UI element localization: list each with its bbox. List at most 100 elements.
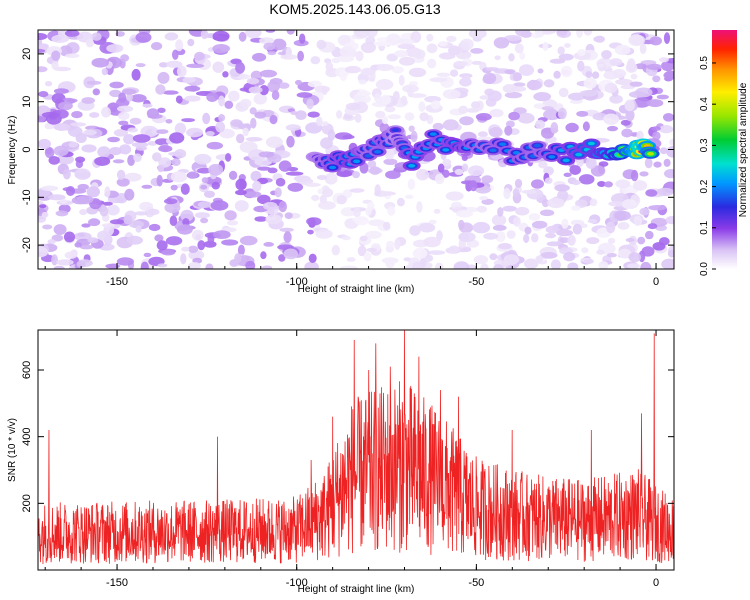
heatmap-cell [470, 48, 484, 54]
snr-x-axis-label: Height of straight line (km) [298, 584, 415, 595]
heatmap-cell [606, 221, 616, 234]
heatmap-cell [47, 239, 56, 245]
heatmap-cell [504, 69, 515, 75]
heatmap-cell [237, 73, 251, 80]
heatmap-cell [354, 216, 369, 226]
heatmap-cell [194, 51, 205, 61]
heatmap-cell [521, 189, 537, 194]
heatmap-cell [575, 199, 588, 208]
heatmap-cell [143, 252, 152, 258]
heatmap-cell [41, 111, 60, 118]
heatmap-cell [132, 134, 151, 143]
heatmap-cell [42, 224, 53, 230]
snr-plot-area [38, 330, 674, 570]
heatmap-cell [493, 264, 504, 269]
heatmap-cell [358, 79, 367, 85]
heatmap-cell [514, 178, 523, 188]
heatmap-cell [205, 131, 215, 137]
heatmap-cell [633, 215, 643, 227]
heatmap-cell [653, 161, 662, 168]
heatmap-cell [285, 124, 301, 131]
heatmap-cell [524, 258, 539, 269]
heatmap-cell [603, 113, 619, 125]
heatmap-cell [253, 93, 268, 105]
heatmap-cell [558, 87, 569, 98]
heatmap-cell [101, 106, 111, 118]
heatmap-cell [608, 201, 626, 207]
heatmap-cell [225, 153, 232, 162]
heatmap-cell [157, 164, 165, 173]
heatmap-cell [669, 138, 674, 146]
heatmap-cell [148, 223, 161, 232]
heatmap-cell [477, 131, 488, 138]
heatmap-cell [656, 94, 669, 100]
heatmap-cell [515, 30, 531, 37]
heatmap-cell [633, 180, 648, 191]
heatmap-cell [123, 214, 133, 225]
heatmap-cell [295, 110, 307, 120]
x-tick-label: 0 [653, 276, 659, 288]
heatmap-cell [489, 108, 504, 118]
heatmap-cell [76, 260, 86, 268]
heatmap-cell [224, 100, 234, 110]
heatmap-cell [59, 199, 68, 204]
colorbar-tick-label: 0.3 [699, 138, 710, 152]
heatmap-cell [634, 63, 647, 70]
heatmap-cell [141, 184, 153, 189]
heatmap-cell [83, 129, 97, 136]
heatmap-cell [123, 134, 135, 145]
heatmap-cell [376, 64, 394, 71]
heatmap-cell [356, 90, 371, 97]
heatmap-cell [154, 234, 164, 242]
heatmap-cell [666, 146, 674, 158]
heatmap-cell [493, 37, 510, 49]
x-tick-label: -50 [468, 276, 484, 288]
heatmap-cell [38, 66, 48, 73]
heatmap-cell [581, 247, 589, 254]
heatmap-cell [269, 114, 278, 125]
heatmap-cell [234, 253, 242, 264]
heatmap-cell [310, 56, 321, 65]
heatmap-x-ticks: -150 -100 -50 0 [44, 30, 659, 288]
heatmap-cell [617, 222, 630, 230]
heatmap-cell [628, 252, 642, 263]
heatmap-cell [468, 30, 487, 39]
heatmap-cell [446, 35, 457, 43]
heatmap-y-axis-label: Frequency (Hz) [7, 116, 18, 185]
heatmap-cell [38, 33, 48, 40]
heatmap-cell [502, 205, 517, 212]
heatmap-cell [99, 206, 109, 217]
heatmap-cell [210, 200, 229, 211]
heatmap-cell [192, 229, 204, 241]
heatmap-cell [512, 72, 522, 82]
heatmap-cell [85, 38, 94, 48]
heatmap-cell [187, 38, 195, 47]
heatmap-cell [101, 68, 108, 76]
heatmap-cell [472, 221, 491, 234]
heatmap-cell [158, 145, 173, 153]
x-tick-label: -100 [286, 577, 308, 589]
heatmap-cell [557, 46, 565, 55]
heatmap-cell [663, 32, 671, 44]
heatmap-cell [147, 113, 163, 119]
heatmap-cell [664, 169, 674, 179]
heatmap-cell [112, 159, 125, 164]
heatmap-cell [537, 68, 544, 74]
heatmap-cell [648, 205, 666, 211]
heatmap-cell [434, 262, 444, 269]
heatmap-cell [224, 210, 237, 221]
heatmap-cell [392, 91, 400, 102]
heatmap-cell [53, 224, 67, 235]
heatmap-cell [428, 250, 446, 256]
heatmap-cell [74, 168, 91, 180]
heatmap-cell [663, 113, 674, 122]
heatmap-cell [524, 226, 532, 235]
heatmap-cell [258, 151, 275, 158]
heatmap-cell [558, 53, 574, 61]
heatmap-cell [427, 58, 437, 69]
heatmap-cell [483, 232, 499, 240]
heatmap-cell [188, 262, 201, 269]
heatmap-cell [263, 242, 274, 247]
heatmap-cell [38, 48, 46, 53]
heatmap-cell [259, 37, 275, 45]
